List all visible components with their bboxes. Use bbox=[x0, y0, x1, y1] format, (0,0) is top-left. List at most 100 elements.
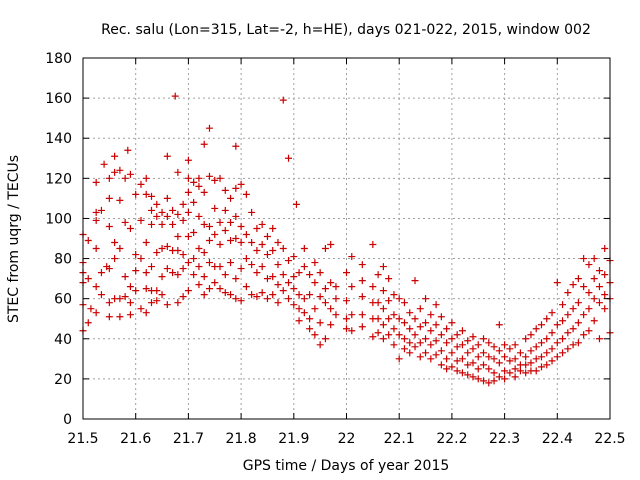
data-point bbox=[285, 154, 293, 162]
data-point bbox=[242, 190, 250, 198]
data-point bbox=[163, 212, 171, 220]
data-point bbox=[453, 357, 461, 365]
data-point bbox=[395, 355, 403, 363]
data-point bbox=[511, 373, 519, 381]
data-point bbox=[495, 321, 503, 329]
data-point bbox=[126, 283, 134, 291]
data-point bbox=[321, 299, 329, 307]
data-point bbox=[285, 279, 293, 287]
data-point bbox=[153, 212, 161, 220]
data-point bbox=[184, 287, 192, 295]
data-point bbox=[559, 349, 567, 357]
data-point bbox=[379, 263, 387, 271]
data-point bbox=[121, 218, 129, 226]
data-point bbox=[153, 297, 161, 305]
x-tick-label: 21.6 bbox=[120, 431, 151, 447]
data-point bbox=[263, 232, 271, 240]
data-point bbox=[385, 275, 393, 283]
data-point bbox=[516, 367, 524, 375]
data-point bbox=[285, 257, 293, 265]
data-point bbox=[263, 295, 271, 303]
data-point bbox=[569, 325, 577, 333]
data-point bbox=[184, 188, 192, 196]
data-point bbox=[580, 283, 588, 291]
data-point bbox=[343, 325, 350, 333]
data-point bbox=[211, 230, 219, 238]
data-point bbox=[569, 341, 577, 349]
data-point bbox=[97, 269, 105, 277]
data-point bbox=[490, 343, 498, 351]
data-point bbox=[142, 269, 150, 277]
data-point bbox=[216, 218, 224, 226]
data-point bbox=[427, 341, 435, 349]
data-point bbox=[385, 315, 393, 323]
data-point bbox=[348, 253, 356, 261]
data-point bbox=[458, 341, 466, 349]
data-point bbox=[227, 218, 235, 226]
data-point bbox=[395, 315, 403, 323]
data-point bbox=[406, 309, 414, 317]
data-point bbox=[100, 160, 108, 168]
data-point bbox=[111, 255, 119, 263]
data-point bbox=[580, 311, 588, 319]
data-point bbox=[306, 271, 314, 279]
x-tick-label: 22.2 bbox=[436, 431, 467, 447]
data-point bbox=[490, 355, 498, 363]
data-point bbox=[385, 331, 393, 339]
data-point bbox=[205, 237, 213, 245]
data-point bbox=[148, 220, 156, 228]
data-point bbox=[269, 247, 277, 255]
data-point bbox=[132, 267, 140, 275]
data-point bbox=[126, 170, 134, 178]
data-point bbox=[92, 309, 100, 317]
data-point bbox=[92, 208, 100, 216]
data-point bbox=[148, 192, 156, 200]
data-point bbox=[311, 259, 319, 267]
data-point bbox=[184, 259, 192, 267]
data-point bbox=[369, 241, 377, 249]
data-point bbox=[595, 283, 603, 291]
data-point bbox=[242, 255, 250, 263]
data-point bbox=[437, 331, 445, 339]
data-point bbox=[395, 295, 403, 303]
x-tick-label: 21.9 bbox=[278, 431, 309, 447]
data-point bbox=[427, 311, 435, 319]
data-point bbox=[227, 259, 235, 267]
data-point bbox=[316, 269, 324, 277]
data-point bbox=[121, 273, 129, 281]
data-point bbox=[564, 311, 572, 319]
data-point bbox=[269, 291, 277, 299]
data-point bbox=[279, 245, 287, 253]
data-point bbox=[211, 204, 219, 212]
data-point bbox=[153, 249, 161, 257]
data-point bbox=[190, 255, 198, 263]
data-point bbox=[537, 339, 545, 347]
data-point bbox=[327, 279, 335, 287]
data-point bbox=[548, 357, 556, 365]
data-point bbox=[464, 361, 472, 369]
data-point bbox=[316, 293, 324, 301]
data-point bbox=[390, 311, 398, 319]
data-point bbox=[543, 335, 551, 343]
data-point bbox=[343, 269, 350, 277]
data-point bbox=[432, 321, 440, 329]
data-point bbox=[358, 293, 366, 301]
data-point bbox=[411, 277, 419, 285]
data-point bbox=[321, 285, 329, 293]
data-point bbox=[300, 295, 308, 303]
data-point bbox=[495, 373, 503, 381]
data-point bbox=[111, 152, 119, 160]
data-point bbox=[237, 239, 245, 247]
data-point bbox=[242, 283, 250, 291]
data-point bbox=[232, 275, 240, 283]
data-point bbox=[443, 339, 451, 347]
data-point bbox=[580, 331, 588, 339]
data-point bbox=[437, 361, 445, 369]
x-axis-ticks: 21.5 21.6 21.7 21.8 21.9 22 22.1 22.2 22.3 22.4 22… bbox=[67, 58, 626, 447]
data-point bbox=[379, 321, 387, 329]
data-point bbox=[290, 253, 298, 261]
data-point bbox=[216, 241, 224, 249]
data-point bbox=[105, 265, 113, 273]
data-point bbox=[295, 305, 303, 313]
data-point bbox=[142, 174, 150, 182]
